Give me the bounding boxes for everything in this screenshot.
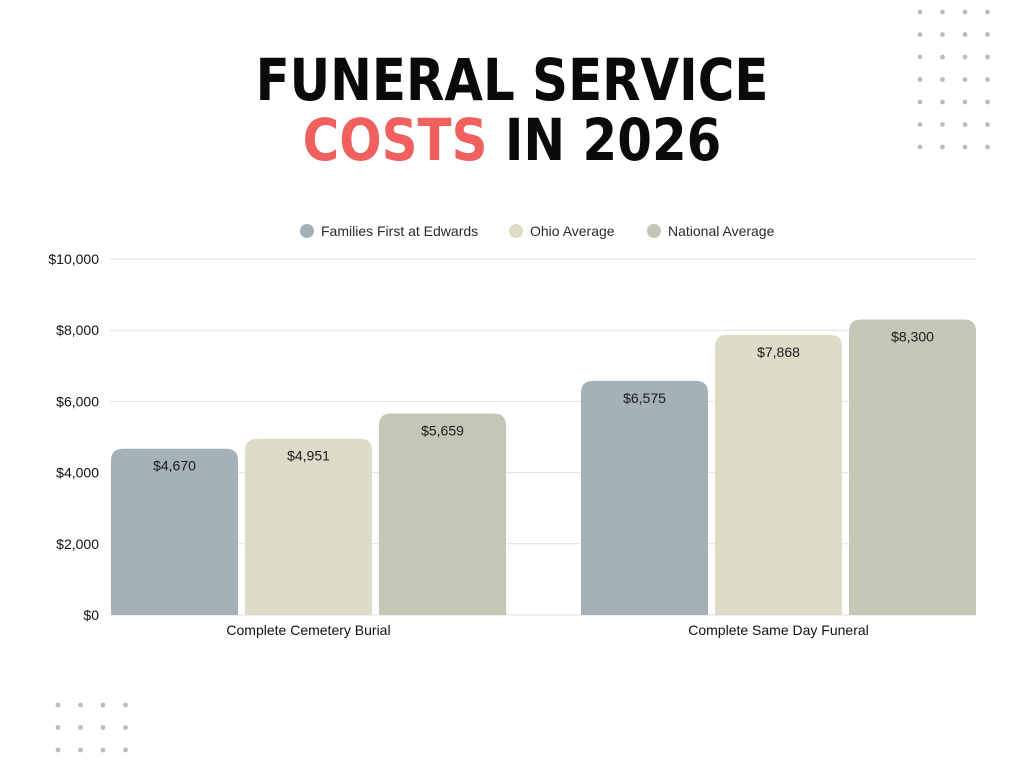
decor-dot	[940, 122, 945, 127]
bar	[111, 448, 238, 615]
legend-swatch	[300, 224, 314, 238]
decor-dot	[940, 144, 945, 150]
decor-dot	[962, 77, 968, 82]
bar	[715, 334, 842, 615]
bar-value-label: $4,951	[287, 448, 330, 464]
title-accent-word: COSTS	[302, 106, 488, 174]
decor-dot	[100, 702, 106, 708]
y-tick-label: $10,000	[48, 251, 99, 267]
y-tick-label: $0	[83, 607, 99, 623]
decor-dot	[123, 702, 128, 708]
bar-value-label: $4,670	[153, 458, 196, 474]
bar-value-label: $8,300	[891, 329, 934, 345]
decor-dot	[100, 747, 106, 753]
x-axis-category-labels: Complete Cemetery Burial Complete Same Da…	[226, 622, 868, 638]
bar-value-label: $5,659	[421, 423, 464, 439]
decor-dot	[78, 747, 83, 753]
decor-dot	[962, 99, 968, 105]
decor-dot	[917, 77, 923, 82]
decor-dot	[962, 122, 968, 127]
title-line-2-rest: IN 2026	[487, 106, 722, 174]
x-category-label: Complete Cemetery Burial	[226, 622, 390, 638]
bars: $4,670 $4,951 $5,659 $6,575 $7,868 $8,300	[111, 319, 976, 615]
decor-dot	[55, 725, 61, 730]
x-category-label: Complete Same Day Funeral	[688, 622, 869, 638]
decor-dot	[985, 122, 990, 127]
decor-dot	[123, 747, 128, 753]
decor-dot	[917, 32, 923, 37]
chart-title: FUNERAL SERVICE COSTS IN 2026	[72, 50, 953, 170]
decor-dot	[985, 77, 990, 82]
decor-dot	[940, 54, 945, 60]
legend-label: Families First at Edwards	[321, 223, 478, 239]
decor-dot	[962, 144, 968, 150]
decor-dot	[940, 77, 945, 82]
decor-dot	[962, 32, 968, 37]
legend-swatch	[509, 224, 523, 238]
y-axis-tick-labels: $0 $2,000 $4,000 $6,000 $8,000 $10,000	[48, 251, 99, 623]
legend-label: Ohio Average	[530, 223, 615, 239]
decor-dot	[962, 54, 968, 60]
decor-dot	[123, 725, 128, 730]
decor-dot	[985, 144, 990, 150]
decorative-dots-bottom-left	[55, 702, 128, 753]
decor-dot	[55, 702, 61, 708]
decor-dot	[917, 9, 923, 15]
decor-dot	[940, 9, 945, 15]
decor-dot	[917, 144, 923, 150]
bar	[379, 413, 506, 615]
decor-dot	[985, 54, 990, 60]
decor-dot	[78, 725, 83, 730]
bar	[581, 380, 708, 615]
y-tick-label: $2,000	[56, 536, 99, 552]
decor-dot	[962, 9, 968, 15]
decor-dot	[78, 702, 83, 708]
legend: Families First at Edwards Ohio Average Nat…	[300, 223, 775, 239]
title-line-1: FUNERAL SERVICE	[255, 46, 769, 114]
decor-dot	[985, 9, 990, 15]
bar-value-label: $7,868	[757, 344, 800, 360]
gridlines	[110, 258, 976, 616]
decorative-dots-top-right	[917, 9, 990, 150]
decor-dot	[940, 99, 945, 105]
decor-dot	[940, 32, 945, 37]
legend-swatch	[647, 224, 661, 238]
decor-dot	[985, 99, 990, 105]
bar	[849, 319, 976, 615]
bar-value-label: $6,575	[623, 390, 666, 406]
y-tick-label: $8,000	[56, 322, 99, 338]
decor-dot	[55, 747, 61, 753]
decor-dot	[985, 32, 990, 37]
y-tick-label: $4,000	[56, 465, 99, 481]
title-line-2: COSTS IN 2026	[72, 110, 953, 170]
y-tick-label: $6,000	[56, 393, 99, 409]
bar	[245, 438, 372, 615]
decor-dot	[917, 99, 923, 105]
legend-label: National Average	[668, 223, 775, 239]
decor-dot	[917, 54, 923, 60]
decor-dot	[917, 122, 923, 127]
decor-dot	[100, 725, 106, 730]
